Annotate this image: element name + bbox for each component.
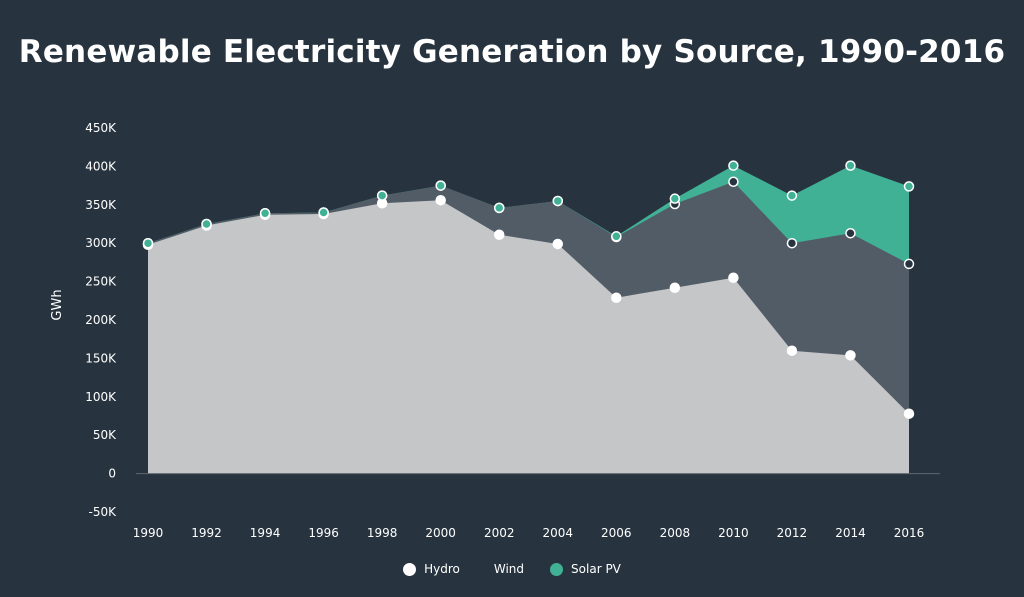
legend-item-hydro[interactable]: Hydro xyxy=(403,562,460,576)
point-hydro-2004[interactable] xyxy=(552,238,564,250)
point-solar-pv-2002[interactable] xyxy=(493,202,505,214)
legend-item-solar-pv[interactable]: Solar PV xyxy=(550,562,621,576)
y-tick-label: 250K xyxy=(85,275,117,289)
x-tick-label: 1990 xyxy=(133,526,164,540)
x-tick-label: 1994 xyxy=(250,526,281,540)
x-tick-label: 2004 xyxy=(542,526,573,540)
point-solar-pv-1996[interactable] xyxy=(318,207,329,218)
point-wind-2012[interactable] xyxy=(786,237,798,249)
point-solar-pv-1990[interactable] xyxy=(142,237,154,249)
x-tick-label: 2006 xyxy=(601,526,632,540)
legend-swatch-solar-pv xyxy=(550,562,564,576)
point-solar-pv-2006[interactable] xyxy=(611,231,622,242)
y-axis-ticks: -50K 0 50K 100K 150K 200K 250K 300K 350K 400K 450K xyxy=(85,121,117,519)
point-solar-pv-2014[interactable] xyxy=(845,160,856,171)
y-tick-label: 350K xyxy=(85,198,117,212)
x-tick-label: 1992 xyxy=(191,526,222,540)
area-layers xyxy=(148,165,909,474)
point-hydro-2010[interactable] xyxy=(728,272,739,284)
y-tick-label: 450K xyxy=(85,121,117,135)
point-solar-pv-2008[interactable] xyxy=(669,193,681,204)
point-hydro-2014[interactable] xyxy=(845,350,856,361)
point-hydro-2008[interactable] xyxy=(669,282,681,293)
legend-label-solar-pv: Solar PV xyxy=(571,562,621,576)
point-hydro-2006[interactable] xyxy=(611,292,622,303)
legend-item-wind[interactable]: Wind xyxy=(486,562,524,576)
y-tick-label: 150K xyxy=(85,351,117,365)
x-tick-label: 2000 xyxy=(425,526,456,540)
point-solar-pv-1998[interactable] xyxy=(376,190,388,201)
point-solar-pv-2010[interactable] xyxy=(728,160,739,171)
y-tick-label: -50K xyxy=(89,505,118,519)
y-tick-label: 100K xyxy=(85,390,117,404)
x-tick-label: 2014 xyxy=(835,526,866,540)
point-solar-pv-2000[interactable] xyxy=(435,180,446,191)
y-tick-label: 0 xyxy=(108,467,116,481)
point-solar-pv-1994[interactable] xyxy=(259,207,271,219)
point-wind-2014[interactable] xyxy=(845,227,856,239)
point-hydro-2012[interactable] xyxy=(786,345,798,356)
x-tick-label: 2012 xyxy=(777,526,808,540)
y-tick-label: 200K xyxy=(85,313,117,327)
point-solar-pv-2012[interactable] xyxy=(786,190,798,201)
point-hydro-2002[interactable] xyxy=(493,229,505,241)
area-hydro xyxy=(148,200,909,474)
legend-swatch-hydro xyxy=(403,562,417,576)
y-tick-label: 300K xyxy=(85,236,117,250)
legend-label-hydro: Hydro xyxy=(424,562,460,576)
chart-title: Renewable Electricity Generation by Sour… xyxy=(18,34,1006,70)
y-axis-label: GWh xyxy=(50,289,65,320)
point-hydro-2000[interactable] xyxy=(435,194,446,206)
x-tick-label: 1998 xyxy=(367,526,398,540)
x-tick-label: 2008 xyxy=(660,526,691,540)
x-tick-label: 2010 xyxy=(718,526,749,540)
y-tick-label: 400K xyxy=(85,159,117,173)
point-solar-pv-2016[interactable] xyxy=(903,181,915,192)
point-wind-2016[interactable] xyxy=(903,258,915,270)
x-tick-label: 2016 xyxy=(894,526,925,540)
data-markers xyxy=(142,160,915,419)
y-tick-label: 50K xyxy=(93,428,117,442)
x-tick-label: 1996 xyxy=(308,526,339,540)
legend-label-wind: Wind xyxy=(493,562,525,576)
point-hydro-2016[interactable] xyxy=(903,408,915,419)
point-wind-2010[interactable] xyxy=(728,176,739,188)
x-tick-label: 2002 xyxy=(484,526,515,540)
point-solar-pv-2004[interactable] xyxy=(552,195,564,207)
legend: Hydro Wind Solar PV xyxy=(0,562,1024,576)
point-solar-pv-1992[interactable] xyxy=(201,218,212,230)
x-axis-ticks: 1990 1992 1994 1996 1998 2000 2002 2004 2006 2008… xyxy=(133,526,925,540)
